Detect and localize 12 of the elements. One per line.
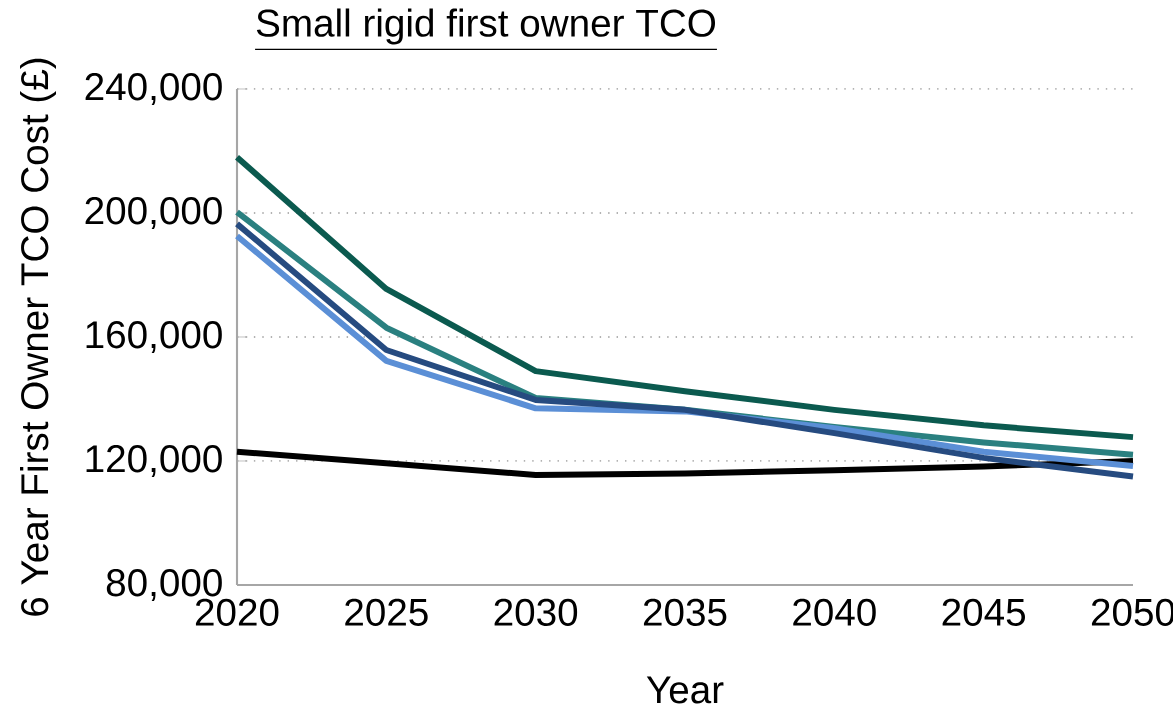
- x-axis-title: Year: [646, 676, 724, 704]
- x-tick-label: 2035: [643, 598, 727, 626]
- x-tick-label: 2040: [793, 598, 876, 626]
- y-axis-title: 6 Year First Owner TCO Cost (£): [20, 58, 57, 616]
- x-tick-label: 2045: [942, 598, 1025, 626]
- y-tick-label: 240,000: [85, 73, 222, 105]
- chart-title: Small rigid first owner TCO: [256, 8, 716, 45]
- x-tick-label: 2025: [345, 598, 428, 626]
- y-tick-label: 120,000: [86, 445, 222, 477]
- y-tick-label: 200,000: [85, 197, 222, 229]
- x-tick-label: 2030: [494, 598, 578, 626]
- y-tick-label: 160,000: [86, 321, 222, 353]
